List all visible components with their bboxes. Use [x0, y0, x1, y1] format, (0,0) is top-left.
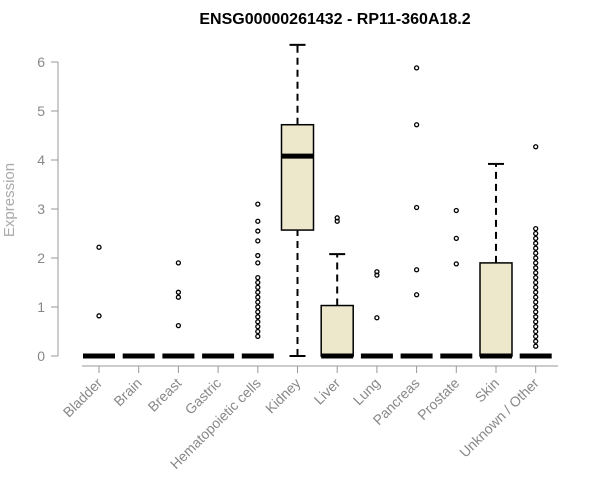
outlier-point: [533, 289, 539, 295]
outlier-point: [255, 279, 261, 286]
x-tick-label: Liver: [311, 375, 344, 408]
outlier-point: [453, 235, 459, 242]
outlier-point: [255, 218, 261, 224]
outlier-point: [533, 314, 539, 320]
x-tick-label: Skin: [472, 375, 503, 406]
outlier-point: [413, 65, 420, 71]
outlier-point: [533, 235, 539, 242]
y-tick-label: 0: [37, 348, 45, 364]
y-axis-label: Expression: [1, 163, 18, 237]
outlier-point: [255, 319, 261, 325]
y-tick-label: 4: [37, 152, 45, 168]
outlier-point: [255, 309, 261, 315]
outlier-point: [255, 274, 261, 281]
outlier-point: [533, 284, 539, 291]
outlier-point: [533, 338, 539, 344]
y-tick-label: 2: [37, 250, 45, 266]
outlier-point: [533, 274, 539, 281]
outlier-point: [533, 240, 539, 246]
outlier-point: [334, 218, 340, 224]
y-tick-label: 6: [37, 54, 45, 70]
outlier-point: [255, 323, 261, 330]
box-group: [479, 162, 513, 359]
outlier-point: [533, 319, 539, 325]
outlier-point: [533, 294, 539, 300]
box-group: [320, 215, 354, 359]
box-group: [440, 207, 473, 359]
x-tick-label: Brain: [110, 375, 144, 409]
x-tick-label: Lung: [350, 375, 383, 408]
outlier-point: [255, 284, 261, 291]
outlier-point: [175, 289, 182, 295]
outlier-point: [453, 261, 459, 267]
y-tick-label: 3: [37, 201, 45, 217]
outlier-point: [533, 225, 539, 232]
outlier-point: [533, 328, 539, 335]
x-tick-label: Prostate: [414, 375, 462, 423]
x-tick-label: Kidney: [262, 375, 304, 417]
outlier-point: [255, 304, 261, 310]
box-group: [400, 65, 433, 359]
outlier-point: [374, 272, 380, 278]
outlier-point: [255, 328, 261, 335]
outlier-point: [255, 228, 261, 234]
box-group: [280, 43, 315, 357]
outlier-point: [533, 299, 539, 305]
chart-title: ENSG00000261432 - RP11-360A18.2: [199, 11, 470, 28]
iqr-box: [280, 123, 315, 231]
outlier-point: [255, 260, 261, 266]
outlier-point: [175, 260, 182, 266]
outlier-point: [255, 252, 261, 259]
outlier-point: [96, 313, 102, 319]
outlier-point: [255, 289, 261, 295]
outlier-point: [453, 207, 459, 214]
box-group: [162, 260, 195, 359]
iqr-box: [320, 304, 354, 357]
outlier-point: [255, 238, 261, 244]
outlier-point: [175, 294, 182, 300]
outlier-point: [533, 279, 539, 286]
box-group: [519, 144, 552, 359]
outlier-point: [374, 315, 380, 321]
x-tick-label: Breast: [145, 375, 185, 415]
outlier-point: [533, 343, 539, 349]
outlier-point: [175, 322, 182, 329]
outlier-point: [533, 144, 539, 150]
outlier-point: [255, 299, 261, 305]
outlier-point: [255, 294, 261, 300]
outlier-point: [413, 292, 420, 298]
box-group: [83, 244, 115, 359]
outlier-point: [533, 255, 539, 261]
iqr-box: [479, 262, 513, 357]
outlier-point: [413, 122, 420, 128]
outlier-point: [533, 245, 539, 251]
outlier-point: [533, 250, 539, 256]
outlier-point: [255, 201, 261, 207]
outlier-point: [533, 270, 539, 276]
outlier-point: [533, 230, 539, 237]
outlier-point: [96, 244, 102, 250]
outlier-point: [533, 333, 539, 340]
box-group: [241, 201, 274, 359]
outlier-point: [533, 309, 539, 315]
outlier-point: [533, 323, 539, 330]
box-group: [360, 269, 393, 359]
outlier-point: [533, 265, 539, 271]
y-axis-ticks: 0 1 2 3 4 5 6: [37, 54, 58, 364]
y-tick-label: 5: [37, 103, 45, 119]
outlier-point: [533, 260, 539, 266]
outlier-point: [413, 204, 420, 211]
x-tick-label: Bladder: [60, 375, 106, 421]
y-tick-label: 1: [37, 299, 45, 315]
outlier-point: [255, 314, 261, 320]
outlier-point: [413, 267, 420, 273]
outlier-point: [533, 304, 539, 310]
box-series: [83, 43, 552, 359]
outlier-point: [255, 333, 261, 340]
